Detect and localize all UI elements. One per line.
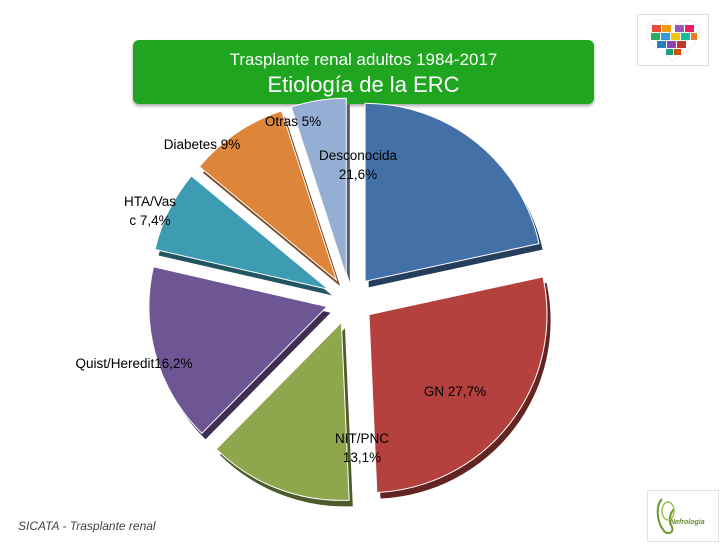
heart-logo — [637, 14, 709, 66]
title-banner: Trasplante renal adultos 1984-2017 Etiol… — [133, 40, 594, 104]
nefrologia-logo: Nefrologia — [647, 490, 719, 542]
pie-slice-0 — [364, 102, 540, 282]
slice-label-2: Desconocida 21,6% — [319, 148, 398, 182]
pie-slice-1 — [368, 276, 548, 494]
pie-slice-3 — [148, 266, 328, 435]
slice-label-5: GN 27,7% — [424, 384, 486, 399]
slice-label-6: NIT/PNC 13,1% — [335, 431, 389, 465]
slice-label-1: Diabetes 9% — [164, 137, 241, 152]
chart-subtitle: Etiología de la ERC — [267, 72, 460, 97]
slice-label-4: Quist/Heredit16,2% — [75, 356, 192, 371]
pie-slice-4 — [154, 175, 329, 290]
pie-slice-6 — [290, 97, 347, 277]
slice-label-0: Otras 5% — [265, 114, 321, 129]
chart-title: Trasplante renal adultos 1984-2017 — [229, 50, 498, 69]
logo-text: Nefrologia — [670, 519, 705, 526]
slice-label-3: HTA/Vas c 7,4% — [124, 194, 176, 228]
pie-slice-5 — [198, 110, 338, 282]
footer-text: SICATA - Trasplante renal — [18, 519, 156, 533]
pie-slice-2 — [215, 321, 350, 501]
